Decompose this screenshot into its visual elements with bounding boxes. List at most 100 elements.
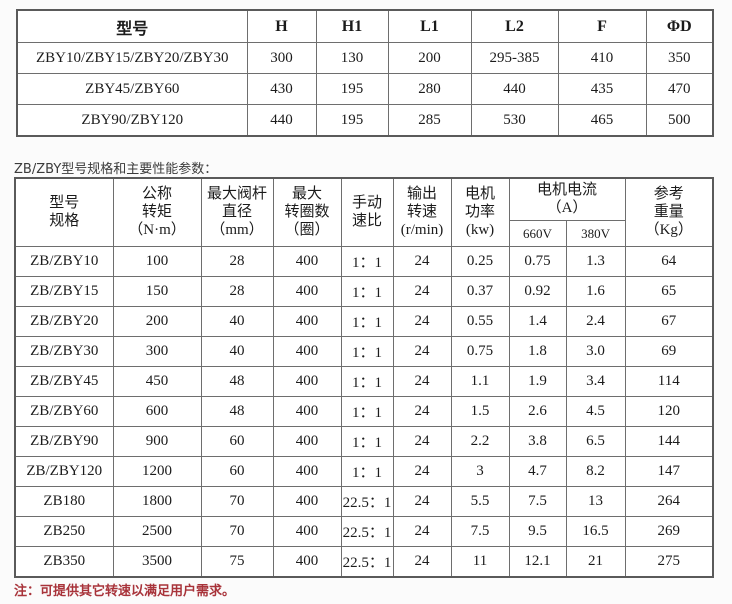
spec-cell-power: 5.5 <box>450 486 510 518</box>
spec-cell-stem-dia: 75 <box>200 546 274 578</box>
dim-cell-model: ZBY45/ZBY60 <box>16 73 248 105</box>
spec-cell-current-380: 3.4 <box>565 366 626 398</box>
spec-cell-stem-dia: 60 <box>200 456 274 488</box>
spec-cell-weight: 65 <box>624 276 714 308</box>
spec-header-max-turns: 最大 转圈数 （圈） <box>272 177 342 248</box>
table-row: ZB250 2500 70 400 22.5：1 24 7.5 9.5 16.5… <box>14 516 714 548</box>
spec-header-reference-weight: 参考 重量 （Kg） <box>624 177 714 248</box>
footnote: 注：可提供其它转速以满足用户需求。 <box>14 584 236 599</box>
spec-cell-stem-dia: 60 <box>200 426 274 458</box>
spec-cell-speed: 24 <box>392 276 452 308</box>
spec-cell-model: ZB/ZBY15 <box>14 276 114 308</box>
spec-cell-ratio: 22.5：1 <box>340 486 394 518</box>
dim-header-f: F <box>557 9 647 43</box>
spec-cell-current-660: 4.7 <box>508 456 567 488</box>
dim-cell-model: ZBY10/ZBY15/ZBY20/ZBY30 <box>16 42 248 74</box>
spec-cell-model: ZB/ZBY20 <box>14 306 114 338</box>
spec-cell-model: ZB/ZBY30 <box>14 336 114 368</box>
spec-cell-speed: 24 <box>392 456 452 488</box>
spec-cell-current-660: 1.8 <box>508 336 567 368</box>
spec-cell-max-turns: 400 <box>272 366 342 398</box>
table-header-row: 型号 H H1 L1 L2 F ΦD <box>16 9 714 43</box>
spec-cell-torque: 150 <box>112 276 202 308</box>
spec-cell-stem-dia: 28 <box>200 246 274 278</box>
spec-cell-current-380: 1.6 <box>565 276 626 308</box>
dim-cell-phid: 350 <box>645 42 714 74</box>
spec-cell-torque: 300 <box>112 336 202 368</box>
spec-cell-weight: 269 <box>624 516 714 548</box>
spec-cell-ratio: 22.5：1 <box>340 516 394 548</box>
specification-table: 型号 规格 公称 转矩 （N·m） 最大阀杆 直径 （mm） 最大 转圈数 （圈… <box>14 177 715 579</box>
spec-cell-model: ZB/ZBY45 <box>14 366 114 398</box>
spec-cell-weight: 264 <box>624 486 714 518</box>
dim-cell-l1: 280 <box>387 73 472 105</box>
spec-cell-speed: 24 <box>392 486 452 518</box>
dim-cell-f: 410 <box>557 42 647 74</box>
spec-cell-ratio: 1：1 <box>340 306 394 338</box>
table-row: ZB/ZBY15 150 28 400 1：1 24 0.37 0.92 1.6… <box>14 276 714 308</box>
dim-cell-l1: 200 <box>387 42 472 74</box>
spec-cell-stem-dia: 28 <box>200 276 274 308</box>
spec-cell-current-660: 2.6 <box>508 396 567 428</box>
spec-cell-weight: 147 <box>624 456 714 488</box>
spec-table-body: ZB/ZBY10 100 28 400 1：1 24 0.25 0.75 1.3… <box>14 246 714 578</box>
table-row: ZB/ZBY120 1200 60 400 1：1 24 3 4.7 8.2 1… <box>14 456 714 488</box>
spec-cell-power: 0.55 <box>450 306 510 338</box>
spec-cell-speed: 24 <box>392 246 452 278</box>
spec-cell-weight: 69 <box>624 336 714 368</box>
table-row: ZB/ZBY20 200 40 400 1：1 24 0.55 1.4 2.4 … <box>14 306 714 338</box>
spec-cell-torque: 900 <box>112 426 202 458</box>
spec-cell-power: 0.25 <box>450 246 510 278</box>
table-row: ZBY90/ZBY120 440 195 285 530 465 500 <box>16 104 714 137</box>
spec-cell-power: 1.1 <box>450 366 510 398</box>
dim-header-l2: L2 <box>470 9 559 43</box>
spec-cell-power: 7.5 <box>450 516 510 548</box>
spec-cell-weight: 64 <box>624 246 714 278</box>
table-row: ZBY45/ZBY60 430 195 280 440 435 470 <box>16 73 714 105</box>
table-row: ZB350 3500 75 400 22.5：1 24 11 12.1 21 2… <box>14 546 714 578</box>
dim-cell-l2: 295-385 <box>470 42 559 74</box>
dim-cell-f: 465 <box>557 104 647 137</box>
dim-cell-model: ZBY90/ZBY120 <box>16 104 248 137</box>
spec-cell-max-turns: 400 <box>272 546 342 578</box>
spec-cell-max-turns: 400 <box>272 246 342 278</box>
dim-cell-l2: 440 <box>470 73 559 105</box>
table-row: ZB/ZBY60 600 48 400 1：1 24 1.5 2.6 4.5 1… <box>14 396 714 428</box>
spec-cell-speed: 24 <box>392 396 452 428</box>
spec-cell-power: 3 <box>450 456 510 488</box>
spec-header-motor-power: 电机 功率 (kw) <box>450 177 510 248</box>
spec-cell-stem-dia: 40 <box>200 306 274 338</box>
dim-header-h1: H1 <box>315 9 389 43</box>
dim-header-l1: L1 <box>387 9 472 43</box>
spec-cell-current-660: 12.1 <box>508 546 567 578</box>
dim-cell-phid: 470 <box>645 73 714 105</box>
spec-cell-max-turns: 400 <box>272 396 342 428</box>
spec-header-nominal-torque: 公称 转矩 （N·m） <box>112 177 202 248</box>
dimension-table: 型号 H H1 L1 L2 F ΦD ZBY10/ZBY15/ZBY20/ZBY… <box>16 9 714 137</box>
spec-header-current-660v: 660V <box>508 220 567 248</box>
table-row: ZB/ZBY10 100 28 400 1：1 24 0.25 0.75 1.3… <box>14 246 714 278</box>
spec-cell-power: 0.37 <box>450 276 510 308</box>
spec-cell-power: 11 <box>450 546 510 578</box>
spec-cell-current-660: 0.92 <box>508 276 567 308</box>
spec-cell-speed: 24 <box>392 546 452 578</box>
dim-cell-l1: 285 <box>387 104 472 137</box>
spec-header-model: 型号 规格 <box>14 177 114 248</box>
spec-cell-current-660: 3.8 <box>508 426 567 458</box>
spec-cell-stem-dia: 70 <box>200 486 274 518</box>
spec-cell-model: ZB180 <box>14 486 114 518</box>
spec-cell-speed: 24 <box>392 516 452 548</box>
dim-header-model: 型号 <box>16 9 248 43</box>
spec-cell-model: ZB250 <box>14 516 114 548</box>
spec-header-manual-ratio: 手动 速比 <box>340 177 394 248</box>
spec-cell-speed: 24 <box>392 306 452 338</box>
spec-cell-torque: 1200 <box>112 456 202 488</box>
table-row: ZB/ZBY45 450 48 400 1：1 24 1.1 1.9 3.4 1… <box>14 366 714 398</box>
spec-cell-current-660: 7.5 <box>508 486 567 518</box>
spec-cell-model: ZB/ZBY10 <box>14 246 114 278</box>
spec-cell-ratio: 1：1 <box>340 396 394 428</box>
spec-cell-max-turns: 400 <box>272 456 342 488</box>
spec-cell-current-380: 13 <box>565 486 626 518</box>
spec-cell-torque: 2500 <box>112 516 202 548</box>
